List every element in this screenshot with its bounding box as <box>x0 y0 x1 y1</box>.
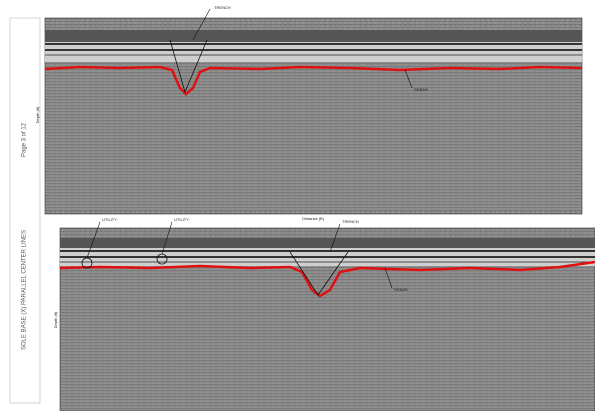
callout: TRENCH <box>214 5 231 10</box>
page: Page 3 of 12 SOLE BASE (X) PARALLEL CENT… <box>0 0 595 411</box>
callout: TRENCH <box>342 219 359 224</box>
x-axis-label: Distance (ft) <box>302 216 324 221</box>
page-number: Page 3 of 12 <box>22 122 28 157</box>
radargram-bottom <box>60 222 595 411</box>
callout: UTILITY <box>174 217 189 222</box>
callout: REBAR <box>414 87 428 92</box>
radargram-top <box>45 9 582 214</box>
callout: REBAR <box>394 287 408 292</box>
y-axis-label: Depth (ft) <box>53 311 58 328</box>
side-caption: SOLE BASE (X) PARALLEL CENTER LINES <box>22 230 28 350</box>
y-axis-label: Depth (ft) <box>35 106 40 123</box>
callout: UTILITY <box>102 217 117 222</box>
